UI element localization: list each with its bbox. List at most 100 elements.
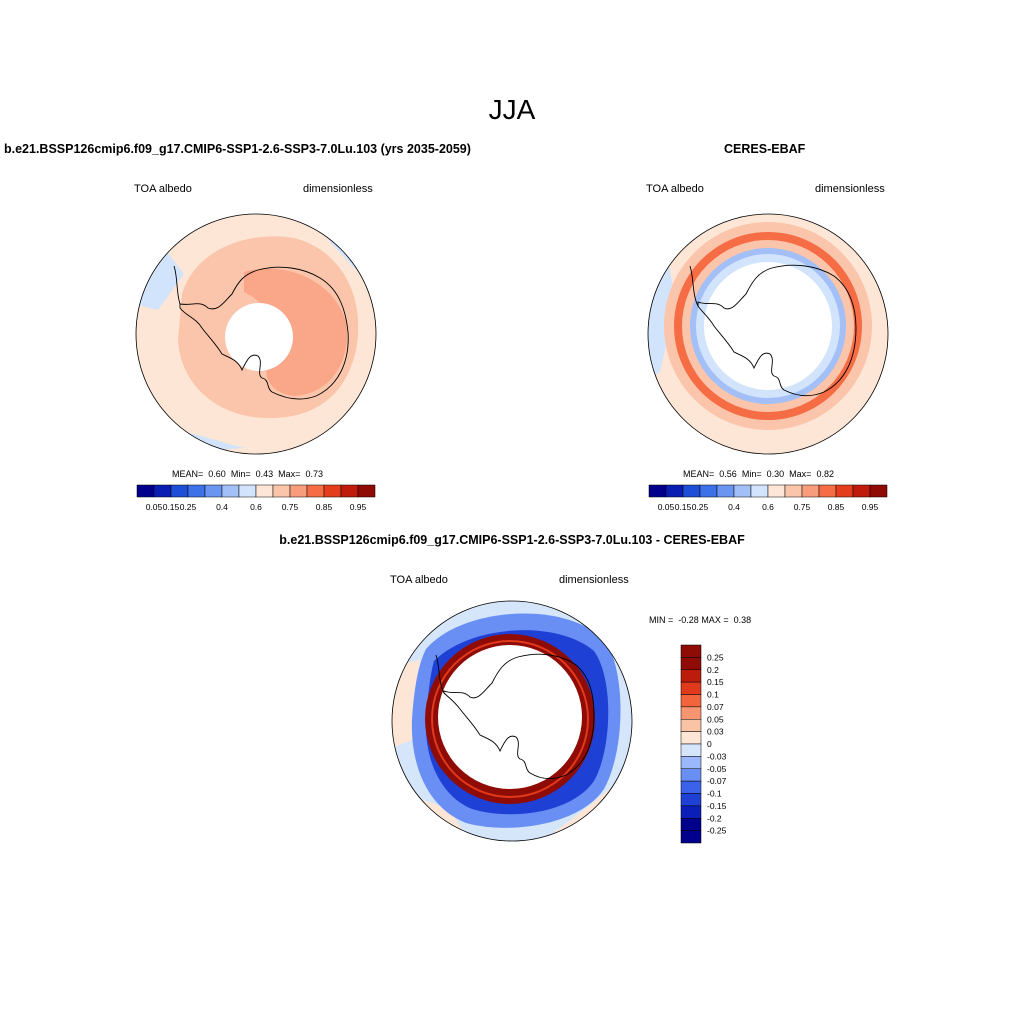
colorbar-swatch — [680, 830, 702, 844]
colorbar-swatch — [204, 484, 223, 498]
colorbar-swatch — [680, 719, 702, 732]
colorbar-swatch — [648, 484, 667, 498]
diff-no-data-area — [438, 645, 582, 789]
colorbar-swatch — [699, 484, 718, 498]
colorbar-tick-label: 0.6 — [762, 502, 774, 512]
figure-title: JJA — [488, 94, 536, 125]
colorbar-swatch — [716, 484, 735, 498]
colorbar-swatch — [357, 484, 376, 498]
obs-antarctica-coast — [697, 264, 857, 397]
colorbar-swatch — [680, 756, 702, 769]
colorbar-swatch — [750, 484, 769, 498]
model-stats: MEAN= 0.60 Min= 0.43 Max= 0.73 — [172, 469, 323, 479]
diff-antarctica-coast — [443, 653, 595, 780]
colorbar-tick-label: 0.75 — [282, 502, 299, 512]
obs-panel-title: CERES-EBAF — [724, 142, 806, 156]
colorbar-tick-label: 0.25 — [707, 652, 724, 662]
colorbar-swatch — [852, 484, 871, 498]
colorbar-swatch — [221, 484, 240, 498]
model-variable-label: TOA albedo — [134, 183, 192, 195]
colorbar-tick-label: 0.15 — [163, 502, 180, 512]
colorbar-swatch — [170, 484, 189, 498]
colorbar-swatch — [818, 484, 837, 498]
colorbar-swatch — [238, 484, 257, 498]
colorbar-tick-label: -0.07 — [707, 776, 727, 786]
colorbar-swatch — [136, 484, 155, 498]
colorbar-tick-label: 0.05 — [658, 502, 675, 512]
colorbar-tick-label: 0.6 — [250, 502, 262, 512]
colorbar-swatch — [784, 484, 803, 498]
colorbar-tick-label: 0.05 — [707, 714, 724, 724]
colorbar-swatch — [680, 694, 702, 708]
model-units-label: dimensionless — [303, 183, 373, 195]
diff-stats: MIN = -0.28 MAX = 0.38 — [649, 615, 752, 625]
colorbar-swatch — [680, 780, 702, 794]
colorbar-swatch — [733, 484, 752, 498]
obs-stats: MEAN= 0.56 Min= 0.30 Max= 0.82 — [683, 469, 834, 479]
colorbar-tick-label: 0.85 — [316, 502, 333, 512]
obs-units-label: dimensionless — [815, 183, 885, 195]
colorbar-tick-label: 0.1 — [707, 690, 719, 700]
colorbar-tick-label: 0.15 — [707, 677, 724, 687]
colorbar-swatch — [323, 484, 342, 498]
diff-units-label: dimensionless — [559, 574, 629, 586]
obs-polar-map — [647, 213, 889, 455]
obs-map-border — [647, 213, 889, 455]
obs-colorbar: 0.05 0.15 0.25 0.4 0.6 0.75 0.85 0.95 — [648, 484, 888, 512]
colorbar-tick-label: -0.25 — [707, 826, 727, 836]
model-peninsula-coast — [173, 265, 181, 305]
model-map-border — [135, 213, 377, 455]
diff-peninsula-coast — [435, 654, 445, 694]
colorbar-tick-label: -0.05 — [707, 764, 727, 774]
colorbar-swatch — [680, 805, 702, 819]
colorbar-tick-label: 0 — [707, 739, 712, 749]
colorbar-swatch — [680, 731, 702, 745]
model-colorbar: 0.05 0.15 0.25 0.4 0.6 0.75 0.85 0.95 — [136, 484, 376, 512]
colorbar-tick-label: 0.15 — [675, 502, 692, 512]
colorbar-tick-label: 0.75 — [794, 502, 811, 512]
colorbar-swatch — [682, 484, 701, 498]
colorbar-tick-label: 0.95 — [350, 502, 367, 512]
diff-colorbar: 0.25 0.2 0.15 0.1 0.07 0.05 0.03 0 -0.03 -0.05 -0.… — [680, 644, 727, 844]
colorbar-swatch — [255, 484, 274, 498]
colorbar-tick-label: -0.03 — [707, 751, 727, 761]
colorbar-tick-label: 0.25 — [180, 502, 197, 512]
colorbar-swatch — [680, 657, 702, 670]
colorbar-swatch — [680, 706, 702, 720]
colorbar-tick-label: 0.25 — [692, 502, 709, 512]
obs-peninsula-coast — [689, 265, 699, 307]
colorbar-swatch — [680, 768, 702, 782]
colorbar-tick-label: 0.03 — [707, 727, 724, 737]
diff-variable-label: TOA albedo — [390, 574, 448, 586]
colorbar-tick-label: 0.95 — [862, 502, 879, 512]
diff-polar-map — [391, 600, 633, 842]
colorbar-tick-label: -0.1 — [707, 789, 722, 799]
colorbar-tick-label: 0.2 — [707, 665, 719, 675]
colorbar-swatch — [153, 484, 172, 498]
model-pole-hole — [225, 303, 293, 371]
colorbar-swatch — [680, 681, 702, 695]
colorbar-swatch — [680, 669, 702, 683]
colorbar-swatch — [767, 484, 786, 498]
colorbar-swatch — [680, 644, 702, 658]
colorbar-tick-label: -0.2 — [707, 813, 722, 823]
model-polar-map — [135, 213, 377, 455]
colorbar-swatch — [869, 484, 888, 498]
colorbar-swatch — [272, 484, 291, 498]
colorbar-swatch — [665, 484, 684, 498]
colorbar-swatch — [340, 484, 359, 498]
colorbar-tick-label: 0.07 — [707, 702, 724, 712]
colorbar-tick-label: 0.85 — [828, 502, 845, 512]
diff-panel-title: b.e21.BSSP126cmip6.f09_g17.CMIP6-SSP1-2.… — [279, 533, 745, 547]
model-antarctica-coast — [179, 266, 349, 400]
colorbar-tick-label: 0.4 — [728, 502, 740, 512]
colorbar-swatch — [801, 484, 820, 498]
colorbar-swatch — [680, 743, 702, 757]
colorbar-tick-label: 0.4 — [216, 502, 228, 512]
colorbar-tick-label: 0.05 — [146, 502, 163, 512]
colorbar-swatch — [680, 793, 702, 807]
obs-no-data-area — [704, 262, 832, 390]
colorbar-tick-label: -0.15 — [707, 801, 727, 811]
colorbar-swatch — [680, 818, 702, 831]
colorbar-swatch — [835, 484, 854, 498]
